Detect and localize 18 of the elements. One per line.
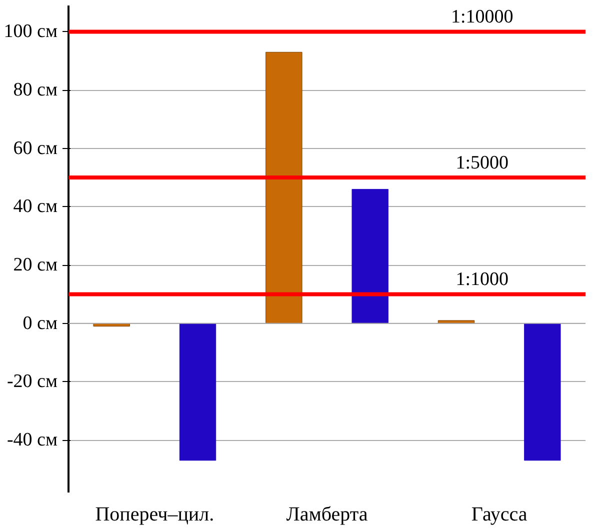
x-tick-label: Попереч–цил. — [95, 504, 214, 526]
y-tick-label: 0 см — [22, 312, 58, 334]
y-tick-label: 100 см — [4, 21, 58, 42]
bar — [266, 52, 302, 324]
ref-line-label: 1:1000 — [456, 269, 508, 290]
ref-line-label: 1:10000 — [450, 6, 514, 28]
bar — [524, 323, 561, 461]
ref-line-label: 1:5000 — [456, 152, 508, 174]
x-tick-label: Гаусса — [471, 504, 528, 526]
bar — [179, 323, 216, 461]
y-tick-label: 80 см — [13, 80, 58, 101]
x-tick-label: Ламберта — [286, 504, 368, 526]
y-tick-label: 60 см — [13, 138, 58, 159]
bar — [352, 188, 388, 324]
y-tick-label: -40 см — [6, 430, 58, 451]
y-tick-label: -20 см — [6, 371, 58, 392]
y-tick-label: 20 см — [13, 254, 58, 276]
y-tick-label: 40 см — [13, 196, 58, 218]
